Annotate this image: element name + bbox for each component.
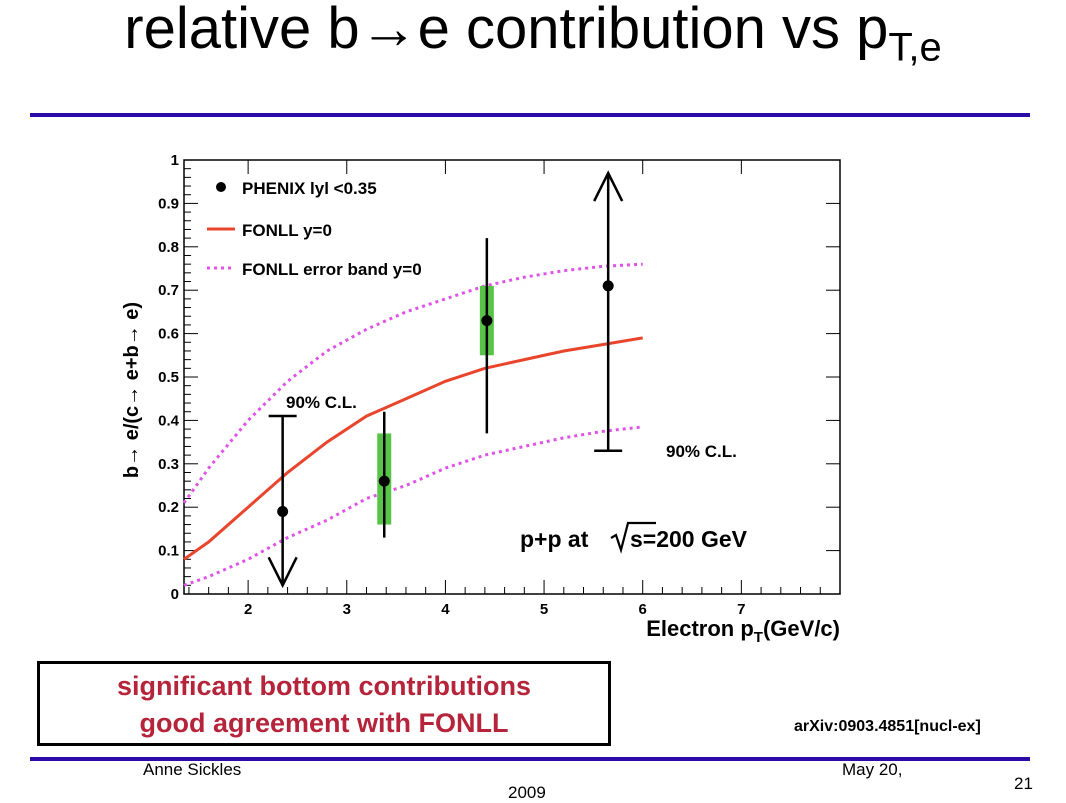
y-tick-label: 0.5: [158, 369, 179, 386]
fonll-curve: [183, 336, 643, 561]
title-main: relative b→e contribution vs p: [124, 0, 889, 61]
y-tick-label: 1: [171, 152, 179, 169]
legend: PHENIX lyl <0.35 FONLL y=0 FONLL error b…: [207, 179, 422, 279]
sqrt-symbol: [610, 521, 656, 554]
top-rule: [30, 113, 1030, 117]
y-axis-label: b→ e/(c→ e+b→ e): [121, 302, 143, 478]
footer-date-line1: May 20,: [842, 760, 903, 779]
y-tick-label: 0.1: [158, 543, 179, 560]
legend-label-band: FONLL error band y=0: [242, 260, 422, 279]
legend-label-phenix: PHENIX lyl <0.35: [242, 179, 377, 198]
x-axis-label: Electron pT(GeV/c): [646, 616, 840, 646]
title-subscript: T,e: [888, 25, 942, 70]
reference: arXiv:0903.4851[nucl-ex]: [794, 718, 981, 735]
limit-arrow-head: [267, 556, 298, 589]
y-tick-label: 0.6: [158, 326, 179, 343]
x-tick-label: 6: [639, 601, 647, 618]
note-box: significant bottom contributions good ag…: [37, 661, 611, 746]
slide-title: relative b→e contribution vs pT,e: [0, 0, 1066, 83]
annotation-energy-text: p+p at: [520, 526, 589, 552]
data-point: [378, 475, 390, 487]
y-tick-label: 0.4: [158, 412, 180, 429]
x-axis-label-main: Electron p: [646, 616, 754, 641]
fonll-band-curve: [182, 262, 643, 504]
x-tick-label: 5: [540, 601, 548, 618]
x-tick-label: 4: [441, 601, 450, 618]
note-line-2: good agreement with FONLL: [139, 708, 509, 738]
bottom-rule: [30, 757, 1030, 761]
annotation-energy: p+p at s=200 GeV: [520, 521, 748, 554]
footer-author: Anne Sickles: [143, 760, 242, 779]
legend-marker-phenix: [216, 182, 226, 192]
x-axis-label-unit: (GeV/c): [763, 616, 840, 641]
x-tick-label: 3: [343, 601, 351, 618]
data-point: [602, 280, 614, 292]
annotation-cl-right: 90% C.L.: [666, 442, 737, 461]
y-tick-label: 0: [171, 586, 179, 603]
data-point: [277, 506, 289, 518]
footer-date-line2: 2009: [508, 783, 546, 802]
x-tick-label: 2: [244, 601, 252, 618]
annotation-cl-left: 90% C.L.: [286, 393, 357, 412]
note-line-1: significant bottom contributions: [117, 671, 531, 701]
legend-label-fonll: FONLL y=0: [242, 221, 332, 240]
x-tick-label: 7: [737, 601, 745, 618]
fonll-band-curve: [183, 425, 643, 587]
y-tick-label: 0.8: [158, 239, 179, 256]
y-tick-label: 0.2: [158, 499, 179, 516]
y-tick-label: 0.9: [158, 195, 179, 212]
y-tick-label: 0.7: [158, 282, 179, 299]
annotation-energy-tail: s=200 GeV: [630, 526, 748, 552]
data-point: [481, 315, 493, 327]
footer-page-number: 21: [1014, 774, 1033, 793]
x-axis-label-sub: T: [754, 629, 763, 646]
limit-arrow-head: [593, 170, 624, 202]
y-tick-label: 0.3: [158, 456, 179, 473]
